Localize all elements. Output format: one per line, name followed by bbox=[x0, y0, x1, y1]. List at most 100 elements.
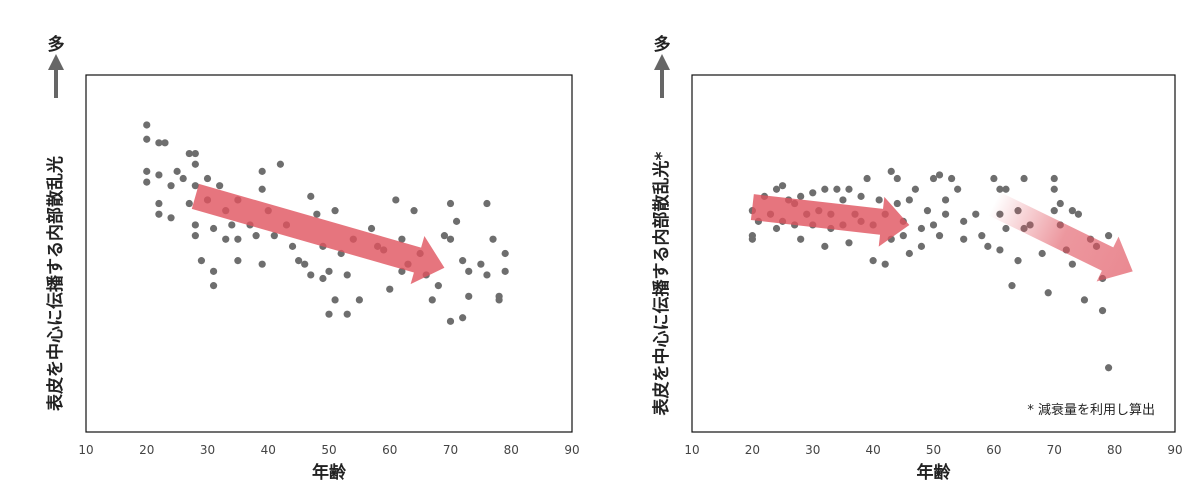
data-point bbox=[465, 267, 473, 275]
data-point bbox=[173, 167, 181, 175]
data-point bbox=[1002, 224, 1010, 233]
data-point bbox=[954, 185, 962, 193]
data-point bbox=[398, 235, 406, 243]
data-point bbox=[392, 196, 400, 204]
data-point bbox=[228, 221, 236, 229]
data-point bbox=[1050, 207, 1058, 215]
data-point bbox=[216, 182, 224, 190]
data-point bbox=[821, 185, 829, 193]
data-point bbox=[929, 221, 938, 229]
data-point bbox=[428, 296, 436, 304]
x-tick-label: 80 bbox=[1107, 443, 1122, 457]
data-point bbox=[869, 257, 877, 265]
x-tick-label: 50 bbox=[321, 443, 336, 457]
data-point bbox=[343, 271, 351, 279]
x-tick-label: 10 bbox=[684, 443, 699, 457]
data-point bbox=[465, 292, 473, 300]
data-point bbox=[941, 196, 950, 204]
trend-arrow-shape bbox=[750, 194, 910, 247]
data-point bbox=[234, 257, 242, 265]
data-point bbox=[833, 185, 841, 193]
data-point bbox=[459, 314, 467, 322]
y-direction-label: 多 bbox=[654, 34, 671, 55]
data-point bbox=[935, 171, 944, 179]
data-point bbox=[325, 267, 333, 275]
data-point bbox=[331, 207, 339, 215]
data-point bbox=[1020, 174, 1028, 183]
plot-frame bbox=[85, 74, 573, 433]
data-point bbox=[434, 282, 442, 290]
data-point bbox=[295, 257, 303, 265]
x-tick-label: 30 bbox=[805, 443, 820, 457]
data-point bbox=[495, 296, 503, 304]
data-point bbox=[857, 192, 865, 200]
x-tick-label: 90 bbox=[564, 443, 579, 457]
trend-arrow bbox=[191, 183, 445, 285]
data-point bbox=[845, 185, 853, 193]
data-point bbox=[917, 224, 926, 233]
annotation: * 減衰量を利用し算出 bbox=[1027, 402, 1155, 418]
data-point bbox=[984, 242, 992, 250]
data-point bbox=[209, 224, 218, 233]
data-point bbox=[258, 260, 266, 268]
data-point bbox=[778, 182, 787, 190]
y-axis-label: 表皮を中心に伝播する内部散乱光 bbox=[45, 156, 66, 411]
data-point bbox=[905, 249, 913, 258]
data-point bbox=[452, 217, 461, 225]
data-point bbox=[143, 178, 151, 186]
data-point bbox=[489, 235, 497, 243]
x-tick-label: 40 bbox=[865, 443, 880, 457]
data-point bbox=[258, 185, 266, 193]
data-point bbox=[185, 149, 193, 158]
data-point bbox=[923, 207, 932, 215]
x-tick-label: 70 bbox=[443, 443, 458, 457]
data-point bbox=[893, 199, 901, 208]
data-point bbox=[179, 174, 187, 183]
x-tick-label: 80 bbox=[504, 443, 519, 457]
data-point bbox=[161, 139, 169, 147]
data-point bbox=[143, 135, 151, 143]
data-point bbox=[446, 199, 455, 208]
x-tick-label: 10 bbox=[78, 443, 93, 457]
x-tick-label: 70 bbox=[1047, 443, 1062, 457]
data-point bbox=[893, 174, 901, 183]
data-point bbox=[887, 167, 895, 175]
data-point bbox=[367, 224, 376, 233]
x-tick-label: 20 bbox=[745, 443, 760, 457]
data-point bbox=[917, 242, 926, 250]
data-point bbox=[772, 224, 781, 233]
data-point bbox=[155, 171, 163, 179]
data-point bbox=[960, 235, 968, 243]
data-point bbox=[301, 260, 309, 268]
data-point bbox=[446, 235, 455, 243]
data-point bbox=[881, 260, 889, 268]
data-point bbox=[191, 149, 199, 158]
data-point bbox=[307, 192, 315, 200]
data-point bbox=[258, 167, 266, 175]
data-point bbox=[1002, 185, 1010, 193]
data-point bbox=[446, 317, 455, 325]
data-point bbox=[929, 174, 938, 183]
trend-arrow-shape bbox=[988, 191, 1133, 282]
data-point bbox=[167, 182, 175, 190]
data-point bbox=[875, 196, 883, 204]
data-point bbox=[355, 296, 363, 304]
data-point bbox=[313, 210, 321, 218]
data-point bbox=[1050, 185, 1058, 193]
data-point bbox=[209, 267, 218, 275]
data-point bbox=[440, 232, 449, 240]
data-point bbox=[990, 174, 998, 183]
data-point bbox=[1056, 199, 1064, 208]
data-point bbox=[331, 296, 339, 304]
data-point bbox=[1068, 207, 1076, 215]
data-point bbox=[203, 174, 212, 183]
x-axis-label: 年齢 bbox=[917, 462, 952, 483]
data-point bbox=[1008, 282, 1016, 290]
data-point bbox=[797, 192, 805, 200]
data-point bbox=[960, 217, 968, 225]
x-tick-label: 50 bbox=[926, 443, 941, 457]
data-point bbox=[252, 232, 260, 240]
x-tick-label: 40 bbox=[261, 443, 276, 457]
data-point bbox=[343, 310, 351, 318]
